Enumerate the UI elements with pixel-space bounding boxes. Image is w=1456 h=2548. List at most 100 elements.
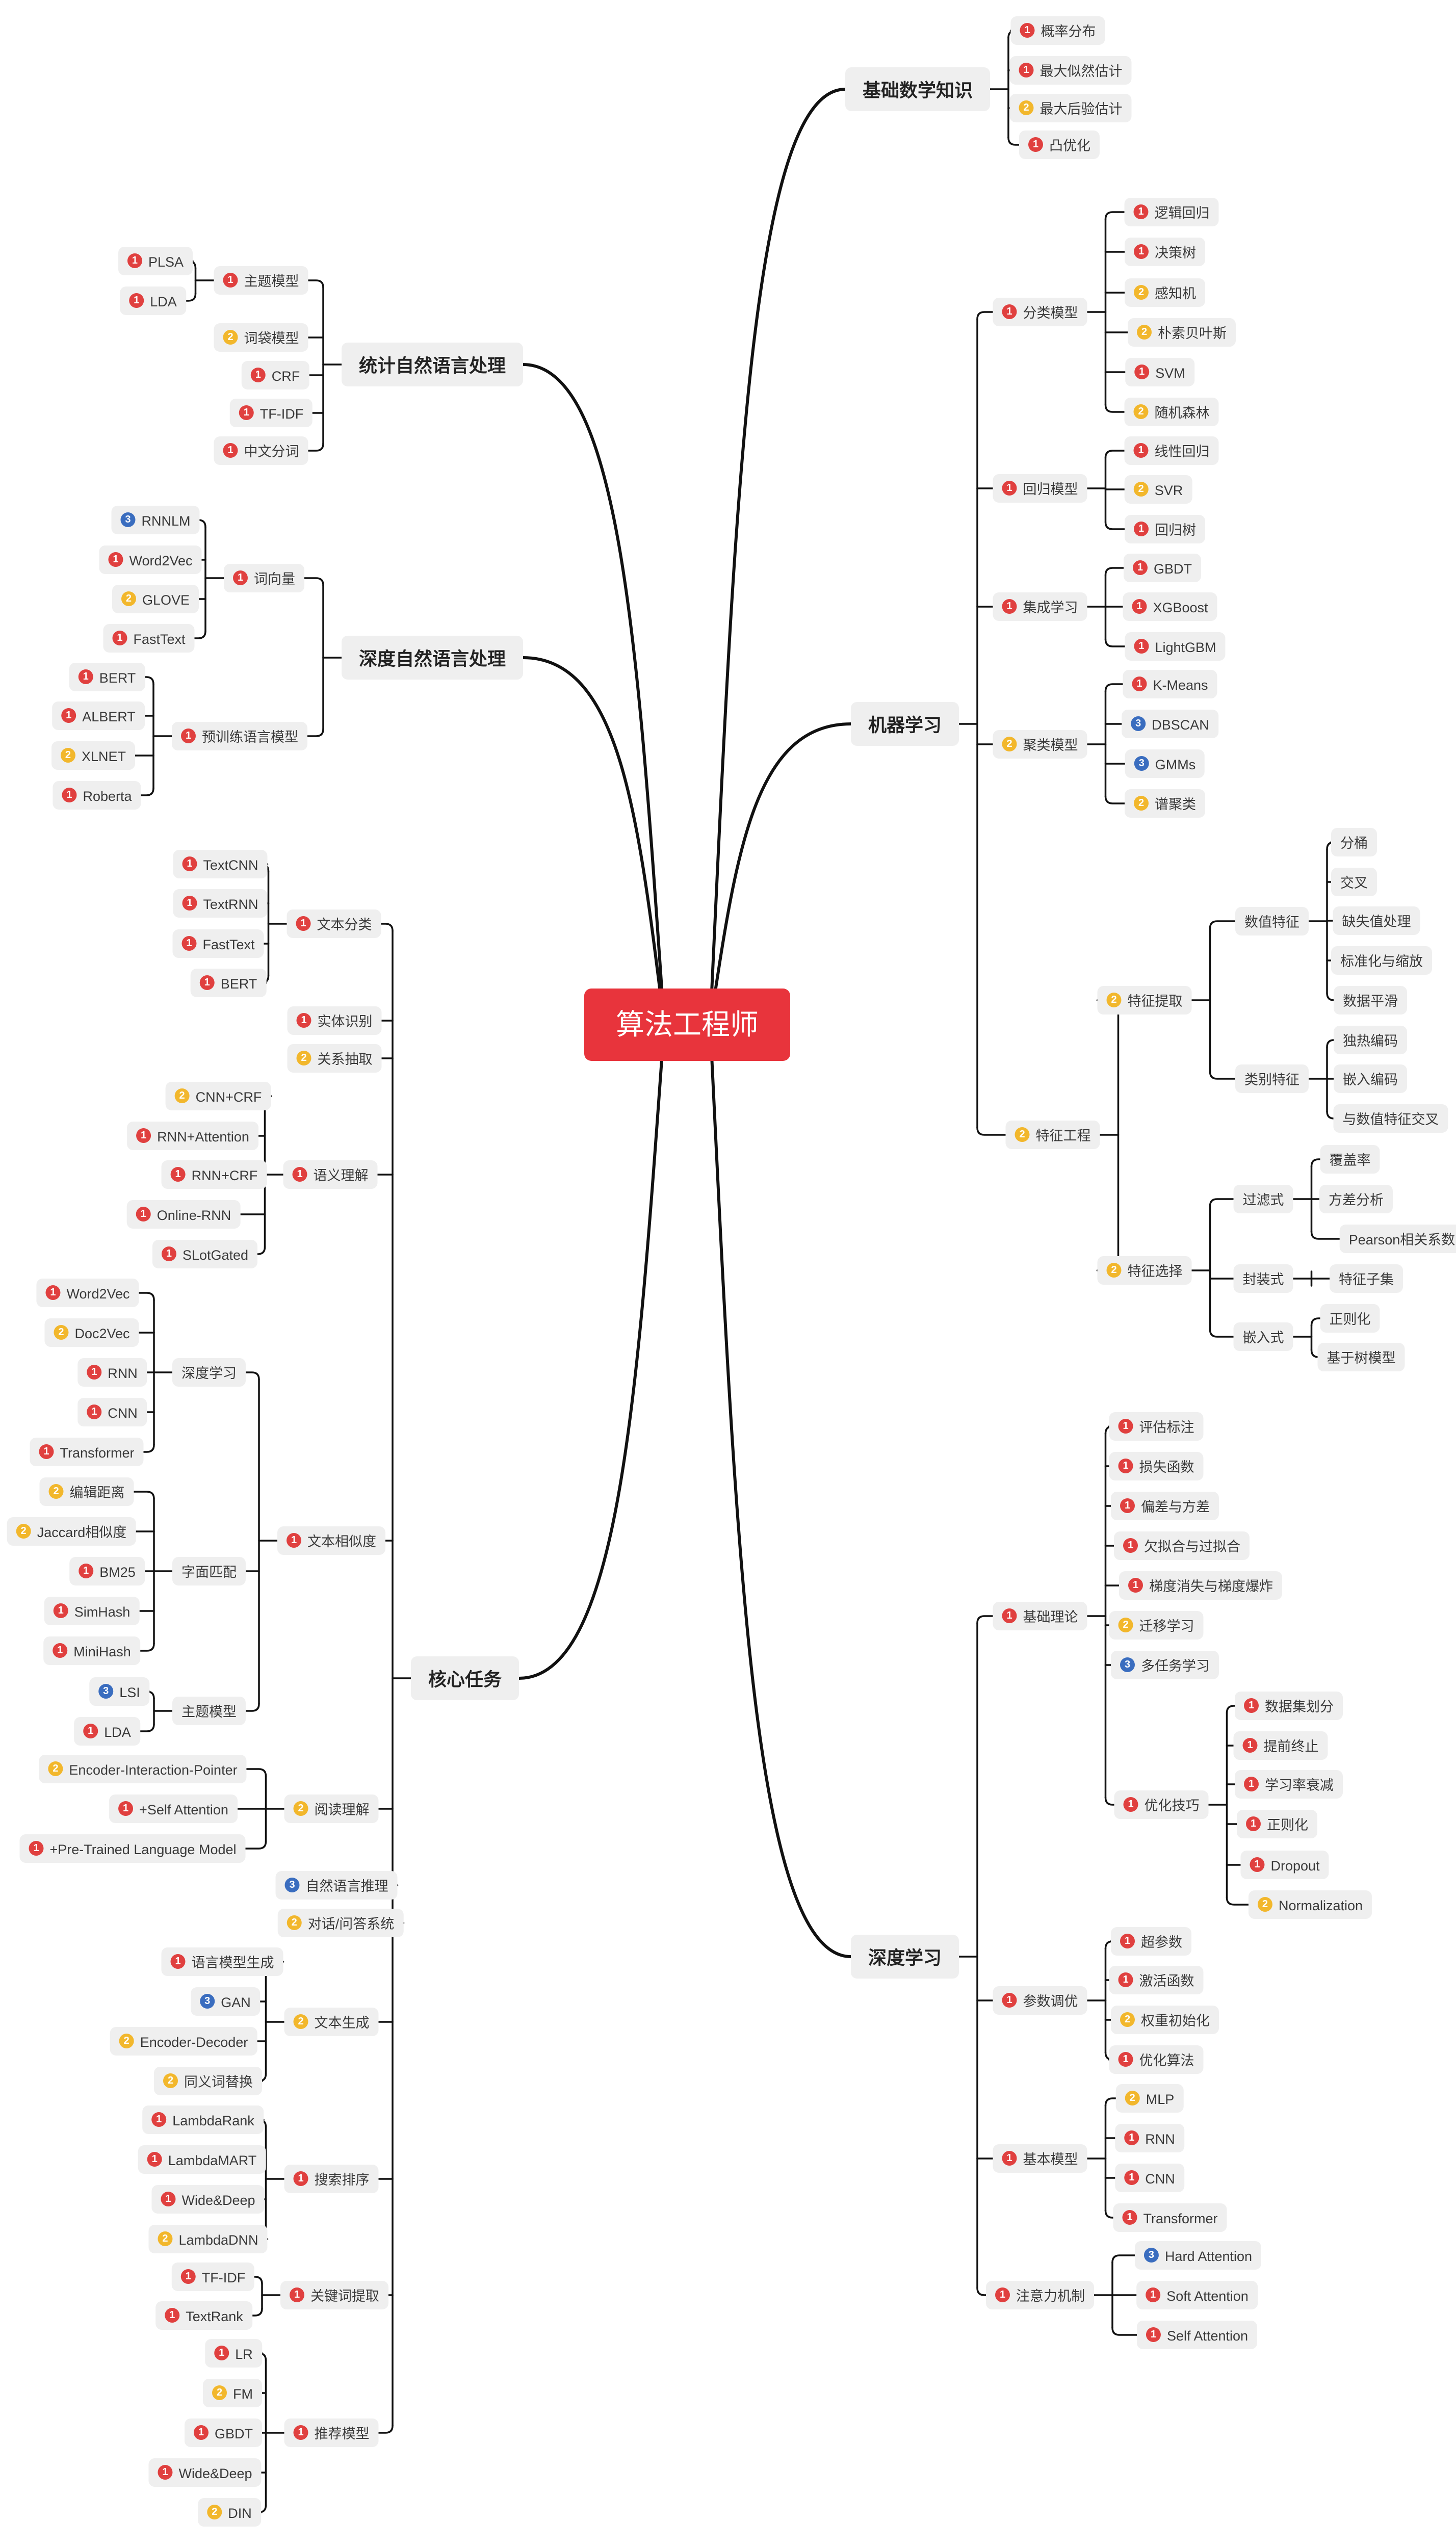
topic-5-11-2[interactable]: 1 GBDT bbox=[184, 2419, 263, 2447]
topic-2-1-0[interactable]: 1 超参数 bbox=[1111, 1927, 1191, 1956]
topic-1-4-1[interactable]: 2 特征选择 bbox=[1097, 1256, 1192, 1285]
topic-5-9[interactable]: 1 搜索排序 bbox=[284, 2165, 379, 2193]
topic-5-7[interactable]: 2 对话/问答系统 bbox=[277, 1909, 404, 1937]
topic-5-0-3[interactable]: 1 BERT bbox=[190, 969, 267, 997]
root-node[interactable]: 算法工程师 bbox=[584, 989, 790, 1061]
topic-2-0-7[interactable]: 1 优化技巧 bbox=[1114, 1790, 1209, 1819]
topic-2-1-2[interactable]: 2 权重初始化 bbox=[1111, 2006, 1219, 2034]
topic-5-0-0[interactable]: 1 TextCNN bbox=[173, 850, 268, 878]
topic-5-11-3[interactable]: 1 Wide&Deep bbox=[148, 2458, 262, 2487]
topic-3-4[interactable]: 1 中文分词 bbox=[214, 436, 308, 465]
topic-1-1-1[interactable]: 2 SVR bbox=[1124, 475, 1192, 504]
topic-1-4-1-0-2[interactable]: Pearson相关系数 bbox=[1339, 1225, 1456, 1253]
topic-5-6[interactable]: 3 自然语言推理 bbox=[275, 1871, 398, 1900]
topic-5-9-2[interactable]: 1 Wide&Deep bbox=[151, 2185, 265, 2214]
topic-2-0-4[interactable]: 1 梯度消失与梯度爆炸 bbox=[1119, 1571, 1282, 1600]
topic-2-1-1[interactable]: 1 激活函数 bbox=[1109, 1966, 1204, 1994]
topic-2-1[interactable]: 1 参数调优 bbox=[993, 1986, 1087, 2015]
topic-5-4-1[interactable]: 字面匹配 bbox=[172, 1557, 246, 1585]
topic-1-4-1-1-0[interactable]: 特征子集 bbox=[1330, 1264, 1403, 1293]
topic-5-10-1[interactable]: 1 TextRank bbox=[155, 2301, 252, 2330]
topic-1-3-0[interactable]: 1 K-Means bbox=[1123, 670, 1217, 698]
topic-5-4[interactable]: 1 文本相似度 bbox=[277, 1526, 385, 1555]
topic-5-3-1[interactable]: 1 RNN+Attention bbox=[127, 1122, 258, 1150]
branch-2[interactable]: 深度学习 bbox=[850, 1935, 959, 1979]
topic-1-0[interactable]: 1 分类模型 bbox=[993, 298, 1087, 326]
topic-5-4-0-3[interactable]: 1 CNN bbox=[77, 1398, 147, 1426]
topic-1-2[interactable]: 1 集成学习 bbox=[993, 592, 1087, 621]
topic-2-0-7-2[interactable]: 1 学习率衰减 bbox=[1235, 1770, 1343, 1799]
topic-1-2-2[interactable]: 1 LightGBM bbox=[1125, 632, 1226, 661]
topic-1-0-5[interactable]: 2 随机森林 bbox=[1124, 398, 1219, 426]
branch-4[interactable]: 深度自然语言处理 bbox=[341, 636, 524, 680]
topic-1-4-0-0-3[interactable]: 标准化与缩放 bbox=[1331, 946, 1432, 975]
topic-5-8-1[interactable]: 3 GAN bbox=[191, 1987, 260, 2016]
topic-2-0[interactable]: 1 基础理论 bbox=[993, 1602, 1087, 1630]
topic-5-4-0-2[interactable]: 1 RNN bbox=[77, 1358, 147, 1387]
topic-5-4-1-4[interactable]: 1 MiniHash bbox=[43, 1636, 140, 1665]
topic-2-0-5[interactable]: 2 迁移学习 bbox=[1109, 1611, 1204, 1640]
topic-1-4-0[interactable]: 2 特征提取 bbox=[1097, 986, 1192, 1015]
topic-2-0-7-4[interactable]: 1 Dropout bbox=[1240, 1851, 1329, 1879]
topic-2-1-3[interactable]: 1 优化算法 bbox=[1109, 2045, 1204, 2074]
topic-5-4-1-3[interactable]: 1 SimHash bbox=[44, 1597, 140, 1625]
topic-1-0-2[interactable]: 2 感知机 bbox=[1125, 278, 1205, 307]
topic-2-0-2[interactable]: 1 偏差与方差 bbox=[1111, 1492, 1219, 1520]
topic-5-4-1-2[interactable]: 1 BM25 bbox=[69, 1557, 145, 1585]
topic-1-4[interactable]: 2 特征工程 bbox=[1005, 1121, 1100, 1149]
topic-2-0-7-0[interactable]: 1 数据集划分 bbox=[1235, 1692, 1343, 1720]
topic-1-3[interactable]: 2 聚类模型 bbox=[993, 730, 1087, 759]
topic-3-0-1[interactable]: 1 LDA bbox=[120, 287, 186, 315]
topic-1-4-0-1-2[interactable]: 与数值特征交叉 bbox=[1333, 1104, 1448, 1133]
topic-2-3-0[interactable]: 3 Hard Attention bbox=[1134, 2241, 1262, 2270]
topic-1-0-1[interactable]: 1 决策树 bbox=[1125, 238, 1205, 266]
topic-2-0-7-1[interactable]: 1 提前终止 bbox=[1233, 1731, 1328, 1760]
topic-5-11-4[interactable]: 2 DIN bbox=[198, 2498, 261, 2527]
topic-5-4-1-0[interactable]: 2 编辑距离 bbox=[39, 1477, 134, 1506]
topic-5-4-0[interactable]: 深度学习 bbox=[172, 1358, 246, 1387]
topic-1-4-0-0-4[interactable]: 数据平滑 bbox=[1334, 986, 1407, 1015]
topic-3-0-0[interactable]: 1 PLSA bbox=[118, 247, 193, 275]
topic-0-1[interactable]: 1 最大似然估计 bbox=[1009, 56, 1132, 85]
topic-3-0[interactable]: 1 主题模型 bbox=[214, 266, 308, 295]
topic-5-11-1[interactable]: 2 FM bbox=[203, 2379, 262, 2407]
topic-5-9-3[interactable]: 2 LambdaDNN bbox=[148, 2225, 268, 2253]
topic-5-2[interactable]: 2 关系抽取 bbox=[287, 1044, 382, 1073]
topic-1-4-0-0[interactable]: 数值特征 bbox=[1235, 907, 1309, 935]
topic-2-0-6[interactable]: 3 多任务学习 bbox=[1111, 1651, 1219, 1679]
topic-1-4-0-1[interactable]: 类别特征 bbox=[1235, 1064, 1309, 1093]
topic-5-11[interactable]: 1 推荐模型 bbox=[284, 2419, 379, 2447]
topic-2-0-7-5[interactable]: 2 Normalization bbox=[1248, 1890, 1372, 1919]
topic-1-2-0[interactable]: 1 GBDT bbox=[1123, 554, 1202, 582]
topic-5-5-1[interactable]: 1 +Self Attention bbox=[109, 1795, 238, 1823]
topic-5-3-0[interactable]: 2 CNN+CRF bbox=[165, 1082, 271, 1110]
topic-1-1[interactable]: 1 回归模型 bbox=[993, 474, 1087, 503]
topic-5-10-0[interactable]: 1 TF-IDF bbox=[171, 2263, 255, 2291]
topic-5-5-0[interactable]: 2 Encoder-Interaction-Pointer bbox=[39, 1755, 247, 1783]
topic-4-0-3[interactable]: 1 FastText bbox=[103, 624, 195, 653]
topic-5-4-0-4[interactable]: 1 Transformer bbox=[30, 1438, 144, 1466]
topic-2-0-0[interactable]: 1 评估标注 bbox=[1109, 1412, 1204, 1441]
topic-4-1[interactable]: 1 预训练语言模型 bbox=[172, 722, 307, 750]
topic-2-3-1[interactable]: 1 Soft Attention bbox=[1136, 2281, 1258, 2309]
branch-0[interactable]: 基础数学知识 bbox=[845, 67, 991, 111]
topic-5-9-0[interactable]: 1 LambdaRank bbox=[142, 2105, 264, 2134]
topic-5-3-2[interactable]: 1 RNN+CRF bbox=[161, 1160, 267, 1189]
topic-5-4-0-1[interactable]: 2 Doc2Vec bbox=[44, 1318, 139, 1347]
topic-1-4-1-0[interactable]: 过滤式 bbox=[1233, 1185, 1293, 1213]
topic-5-8-0[interactable]: 1 语言模型生成 bbox=[161, 1947, 283, 1976]
topic-5-5-2[interactable]: 1 +Pre-Trained Language Model bbox=[19, 1834, 246, 1863]
topic-1-4-0-1-1[interactable]: 嵌入编码 bbox=[1334, 1064, 1407, 1093]
topic-5-10[interactable]: 1 关键词提取 bbox=[280, 2281, 388, 2309]
topic-5-5[interactable]: 2 阅读理解 bbox=[284, 1795, 379, 1823]
topic-1-4-1-0-1[interactable]: 方差分析 bbox=[1319, 1185, 1393, 1213]
topic-1-1-2[interactable]: 1 回归树 bbox=[1125, 515, 1205, 543]
topic-2-0-1[interactable]: 1 损失函数 bbox=[1109, 1452, 1204, 1480]
topic-1-4-1-0-0[interactable]: 覆盖率 bbox=[1320, 1145, 1380, 1174]
topic-1-4-1-2[interactable]: 嵌入式 bbox=[1233, 1322, 1293, 1351]
topic-5-4-1-1[interactable]: 2 Jaccard相似度 bbox=[7, 1517, 136, 1546]
topic-1-4-0-0-2[interactable]: 缺失值处理 bbox=[1333, 906, 1420, 935]
branch-1[interactable]: 机器学习 bbox=[850, 702, 959, 746]
topic-5-8-3[interactable]: 2 同义词替换 bbox=[154, 2067, 262, 2095]
topic-5-4-2[interactable]: 主题模型 bbox=[172, 1697, 246, 1725]
